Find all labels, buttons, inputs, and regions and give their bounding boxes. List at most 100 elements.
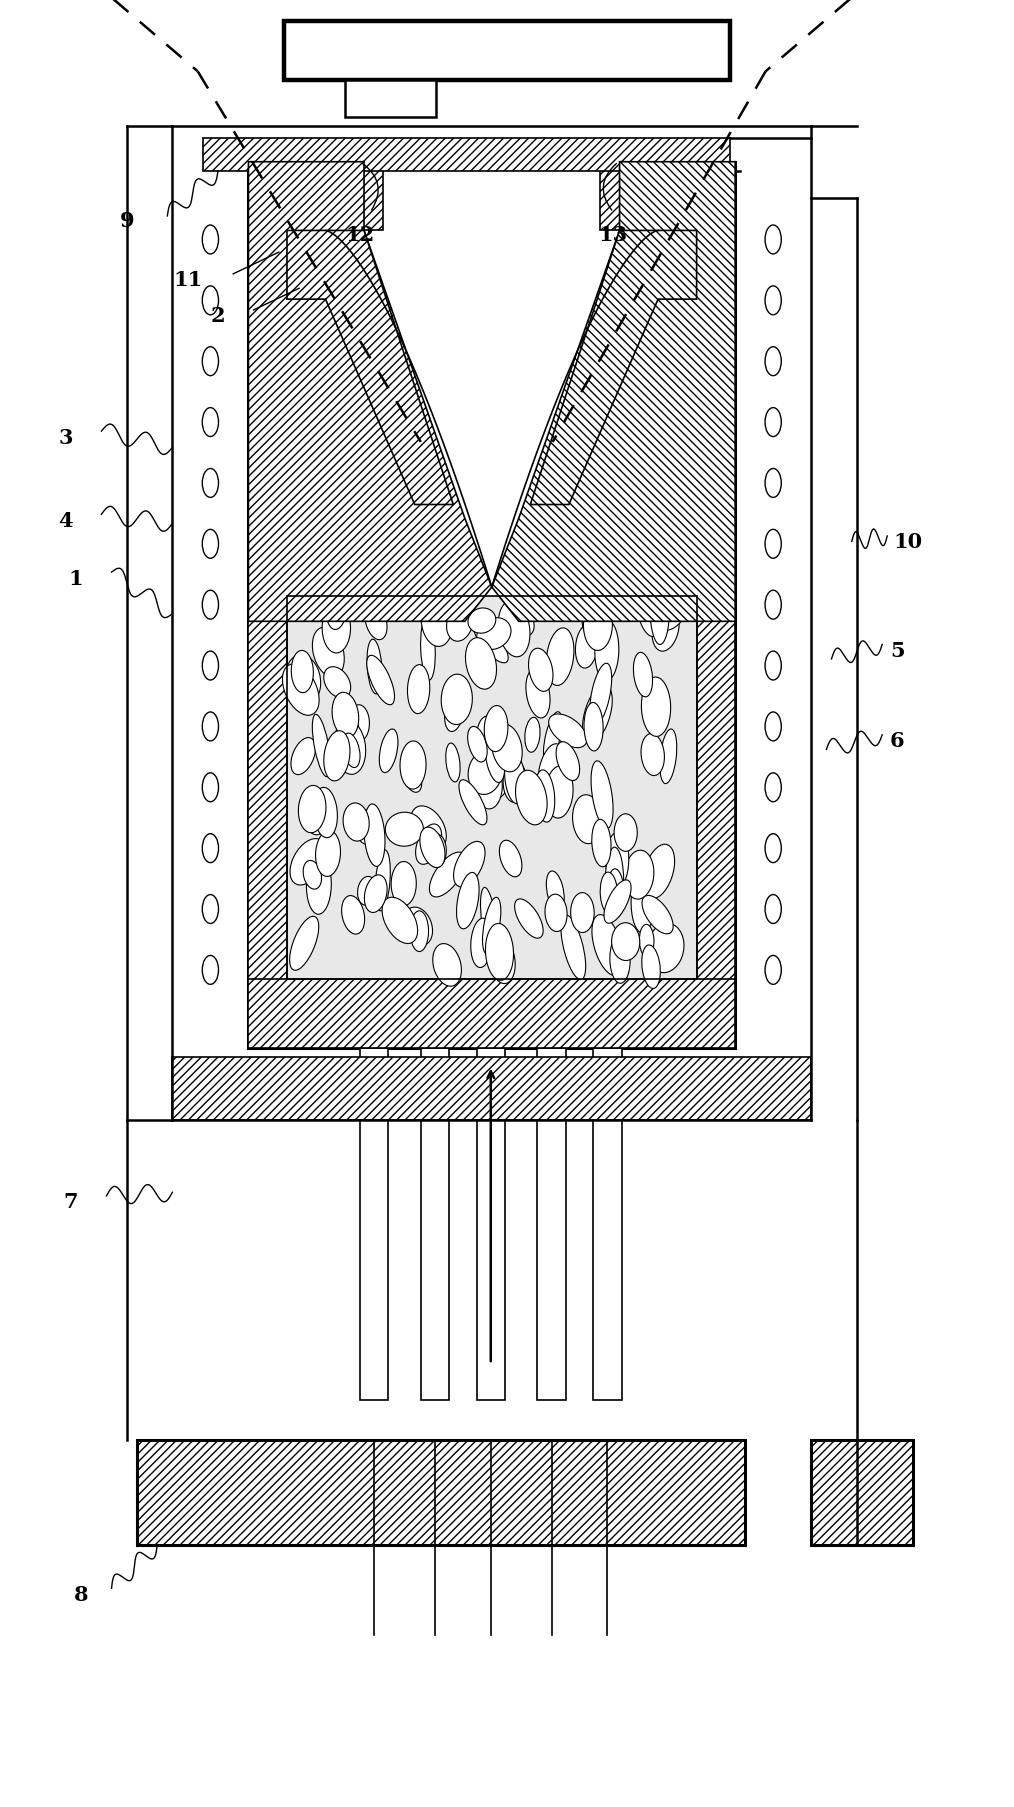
Ellipse shape xyxy=(611,923,640,961)
Ellipse shape xyxy=(337,714,359,746)
Ellipse shape xyxy=(467,726,487,763)
Ellipse shape xyxy=(515,900,544,938)
Text: 7: 7 xyxy=(64,1191,78,1212)
Ellipse shape xyxy=(421,598,452,647)
Ellipse shape xyxy=(625,851,654,900)
Ellipse shape xyxy=(446,744,460,782)
Ellipse shape xyxy=(534,770,555,822)
Ellipse shape xyxy=(589,605,611,649)
Ellipse shape xyxy=(305,791,332,835)
Ellipse shape xyxy=(547,871,564,913)
Ellipse shape xyxy=(427,835,446,867)
Ellipse shape xyxy=(526,670,550,719)
Ellipse shape xyxy=(290,838,325,885)
Bar xyxy=(477,1048,505,1400)
Text: 11: 11 xyxy=(173,269,202,291)
Ellipse shape xyxy=(333,692,359,737)
Ellipse shape xyxy=(549,714,587,748)
Text: 13: 13 xyxy=(599,224,628,246)
Circle shape xyxy=(203,894,219,923)
Ellipse shape xyxy=(327,591,347,631)
Ellipse shape xyxy=(486,923,513,981)
Ellipse shape xyxy=(477,618,511,651)
Ellipse shape xyxy=(485,726,511,799)
Text: 4: 4 xyxy=(59,510,73,531)
Ellipse shape xyxy=(515,772,548,826)
Text: 10: 10 xyxy=(893,531,922,553)
Circle shape xyxy=(766,408,781,437)
Ellipse shape xyxy=(470,918,493,969)
Ellipse shape xyxy=(643,846,674,900)
Circle shape xyxy=(766,773,781,802)
Ellipse shape xyxy=(642,678,670,737)
Ellipse shape xyxy=(343,734,360,768)
Ellipse shape xyxy=(641,734,664,777)
Ellipse shape xyxy=(358,876,376,905)
Ellipse shape xyxy=(379,730,397,773)
Ellipse shape xyxy=(483,898,501,954)
Ellipse shape xyxy=(600,873,618,914)
Ellipse shape xyxy=(492,725,522,772)
Circle shape xyxy=(203,529,219,558)
Ellipse shape xyxy=(592,820,611,867)
Circle shape xyxy=(203,470,219,499)
Ellipse shape xyxy=(545,894,567,932)
Ellipse shape xyxy=(505,754,525,804)
Ellipse shape xyxy=(334,721,366,775)
Bar xyxy=(137,1440,745,1545)
Ellipse shape xyxy=(583,685,612,743)
Ellipse shape xyxy=(642,896,673,934)
Text: 1: 1 xyxy=(69,567,83,589)
Polygon shape xyxy=(492,163,735,622)
Ellipse shape xyxy=(512,609,534,636)
Ellipse shape xyxy=(609,936,630,983)
Ellipse shape xyxy=(485,707,508,752)
Text: 9: 9 xyxy=(120,210,134,231)
Ellipse shape xyxy=(477,717,497,757)
Ellipse shape xyxy=(429,853,465,898)
Bar xyxy=(421,1048,449,1400)
Circle shape xyxy=(766,529,781,558)
Bar xyxy=(537,1048,566,1400)
Ellipse shape xyxy=(499,840,522,878)
FancyArrowPatch shape xyxy=(603,164,617,211)
Ellipse shape xyxy=(343,804,369,842)
Ellipse shape xyxy=(441,674,473,725)
Ellipse shape xyxy=(595,622,619,681)
Circle shape xyxy=(203,408,219,437)
Ellipse shape xyxy=(571,893,594,932)
Text: 2: 2 xyxy=(211,305,225,327)
Ellipse shape xyxy=(290,916,318,970)
Ellipse shape xyxy=(323,732,350,781)
Ellipse shape xyxy=(468,752,502,795)
Ellipse shape xyxy=(547,629,574,687)
Ellipse shape xyxy=(573,795,601,844)
Ellipse shape xyxy=(650,575,669,645)
Ellipse shape xyxy=(402,761,422,793)
Bar xyxy=(284,22,730,81)
Bar xyxy=(287,596,697,979)
Ellipse shape xyxy=(465,638,497,690)
Ellipse shape xyxy=(642,945,660,988)
Ellipse shape xyxy=(631,869,655,934)
Bar xyxy=(287,596,697,979)
Ellipse shape xyxy=(385,813,424,847)
Ellipse shape xyxy=(456,873,479,929)
Circle shape xyxy=(766,652,781,681)
Ellipse shape xyxy=(544,712,562,763)
Ellipse shape xyxy=(364,875,387,913)
Ellipse shape xyxy=(391,862,417,907)
Ellipse shape xyxy=(607,869,625,918)
Circle shape xyxy=(203,652,219,681)
Ellipse shape xyxy=(604,880,631,923)
Ellipse shape xyxy=(416,824,442,866)
Circle shape xyxy=(766,287,781,316)
Ellipse shape xyxy=(582,576,607,636)
Ellipse shape xyxy=(367,640,382,694)
Ellipse shape xyxy=(592,914,624,976)
Circle shape xyxy=(203,591,219,620)
Ellipse shape xyxy=(634,652,653,698)
Ellipse shape xyxy=(342,896,365,934)
Circle shape xyxy=(203,347,219,376)
Circle shape xyxy=(766,712,781,741)
